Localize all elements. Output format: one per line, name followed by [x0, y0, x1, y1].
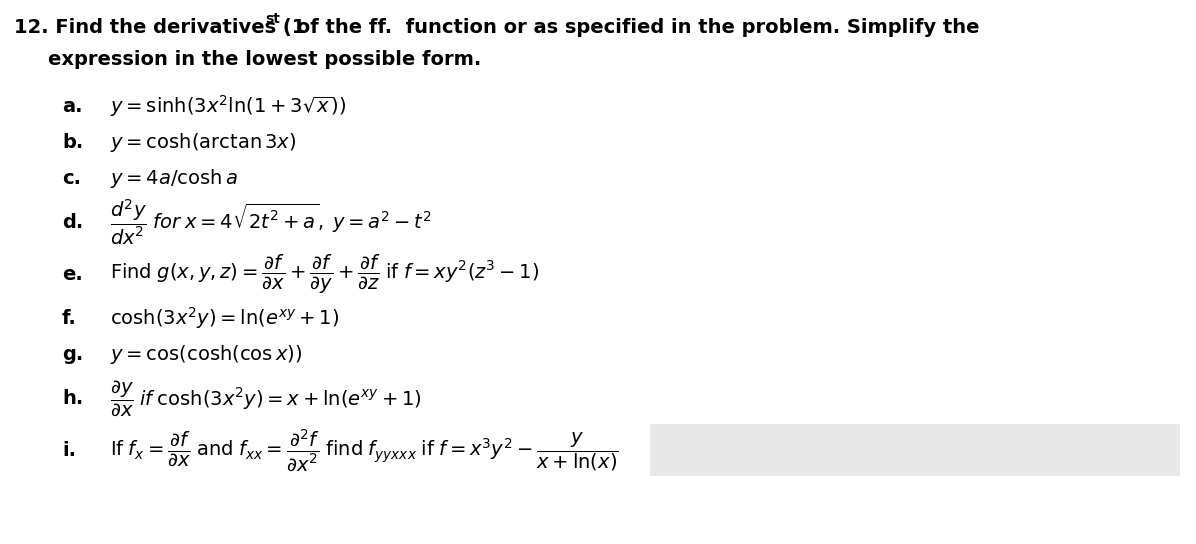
Text: $\dfrac{\partial y}{\partial x}\; \mathit{if} \; \cosh(3x^2 y) = x + \ln(e^{xy} : $\dfrac{\partial y}{\partial x}\; \mathi…: [110, 378, 422, 418]
Text: $\cosh(3x^2 y) = \ln(e^{xy} + 1)$: $\cosh(3x^2 y) = \ln(e^{xy} + 1)$: [110, 305, 340, 331]
Text: d.: d.: [62, 213, 84, 232]
Text: st: st: [266, 12, 280, 26]
Text: $y = \cosh(\arctan 3x)$: $y = \cosh(\arctan 3x)$: [110, 131, 297, 153]
Text: h.: h.: [62, 388, 84, 407]
Text: g.: g.: [62, 344, 84, 363]
FancyBboxPatch shape: [649, 424, 1180, 476]
Text: b.: b.: [62, 133, 84, 151]
Text: e.: e.: [62, 264, 83, 283]
Text: $\dfrac{d^2y}{dx^2}\; \mathit{for} \; x = 4\sqrt{2t^2 + a},\; y = a^2 - t^2$: $\dfrac{d^2y}{dx^2}\; \mathit{for} \; x …: [110, 197, 432, 247]
Text: a.: a.: [62, 96, 83, 115]
Text: $y = 4a/\cosh a$: $y = 4a/\cosh a$: [110, 166, 238, 189]
Text: $\mathrm{Find}\; g(x,y,z) = \dfrac{\partial f}{\partial x} + \dfrac{\partial f}{: $\mathrm{Find}\; g(x,y,z) = \dfrac{\part…: [110, 252, 539, 295]
Text: $y = \sinh(3x^2 \ln(1 + 3\sqrt{x}))$: $y = \sinh(3x^2 \ln(1 + 3\sqrt{x}))$: [110, 93, 347, 119]
Text: expression in the lowest possible form.: expression in the lowest possible form.: [48, 50, 481, 69]
Text: f.: f.: [62, 308, 77, 327]
Text: i.: i.: [62, 441, 77, 460]
Text: $\mathrm{If}\; f_x = \dfrac{\partial f}{\partial x}\; \mathrm{and}\; f_{xx} = \d: $\mathrm{If}\; f_x = \dfrac{\partial f}{…: [110, 427, 618, 473]
Text: of the ff.  function or as specified in the problem. Simplify the: of the ff. function or as specified in t…: [289, 18, 980, 37]
Text: 12. Find the derivatives (1: 12. Find the derivatives (1: [14, 18, 305, 37]
Text: $y = \cos(\cosh(\cos x))$: $y = \cos(\cosh(\cos x))$: [110, 343, 303, 366]
Text: c.: c.: [62, 169, 81, 188]
